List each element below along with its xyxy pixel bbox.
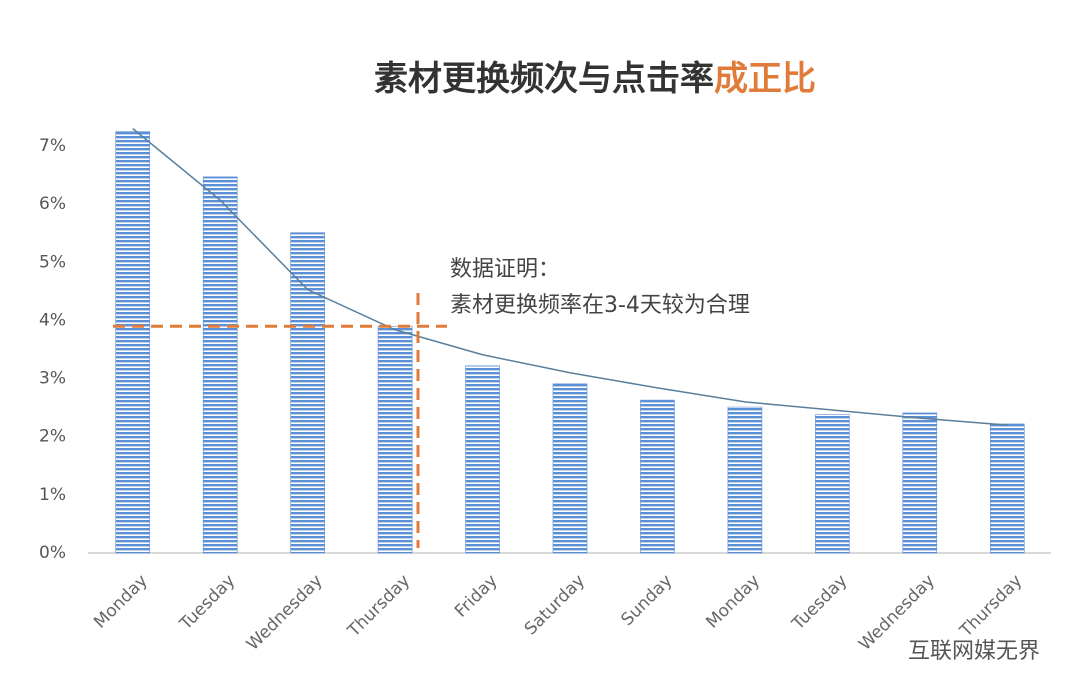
annotation: 素材更换频率在3-4天较为合理 xyxy=(450,293,750,318)
x-tick-label: Sunday xyxy=(617,571,676,630)
y-tick-label: 7% xyxy=(39,136,66,156)
bar xyxy=(290,232,325,554)
y-tick-label: 3% xyxy=(39,369,66,389)
bar xyxy=(115,131,151,554)
bar xyxy=(552,383,588,554)
watermark: 互联网媒无界 xyxy=(908,639,1040,664)
bar xyxy=(815,414,850,554)
y-tick-label: 0% xyxy=(39,543,66,563)
trend-line xyxy=(132,128,1008,426)
x-tick-label: Thursday xyxy=(343,571,414,642)
bar xyxy=(202,176,238,554)
x-tick-label: Monday xyxy=(702,571,764,633)
bar xyxy=(377,325,413,554)
bar xyxy=(902,412,938,554)
title-main: 素材更换频次与点击率 xyxy=(374,59,714,99)
y-tick-label: 1% xyxy=(39,485,66,505)
x-tick-label: Saturday xyxy=(521,571,589,639)
x-tick-label: Tuesday xyxy=(788,571,852,635)
y-tick-label: 6% xyxy=(39,194,66,214)
chart-title: 素材更换频次与点击率成正比 xyxy=(374,59,816,99)
y-tick-label: 2% xyxy=(39,427,66,447)
annotation: 数据证明： xyxy=(450,257,560,282)
bar xyxy=(989,423,1025,554)
x-tick-label: Friday xyxy=(451,571,502,622)
x-tick-label: Wednesday xyxy=(243,571,327,655)
bar xyxy=(465,365,500,554)
x-tick-label: Thursday xyxy=(956,571,1027,642)
bar xyxy=(640,399,675,554)
bar xyxy=(727,406,763,554)
x-tick-label: Monday xyxy=(90,571,152,633)
title-highlight: 成正比 xyxy=(714,59,816,99)
y-tick-label: 5% xyxy=(39,252,66,272)
y-tick-label: 4% xyxy=(39,310,66,330)
x-tick-label: Tuesday xyxy=(175,571,239,635)
